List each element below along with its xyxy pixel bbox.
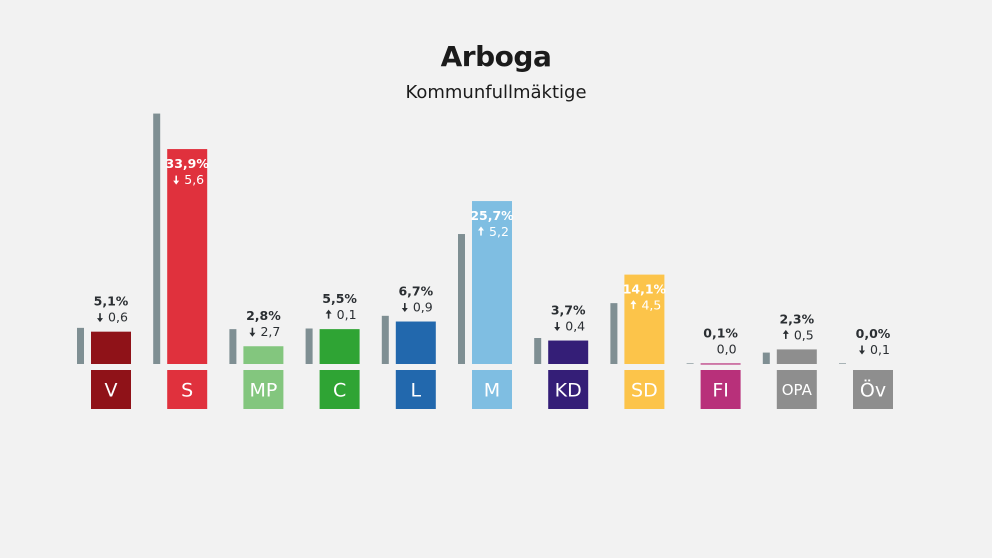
party-code-label: OPA — [782, 381, 813, 399]
party-code-box — [776, 370, 817, 409]
percent-label: 5,1% — [94, 294, 129, 309]
party-code-label: S — [181, 379, 193, 401]
arrow-up-icon — [630, 300, 637, 310]
percent-label: 3,7% — [551, 303, 586, 318]
current-result-bar — [167, 149, 208, 364]
arrow-up-icon — [325, 309, 332, 319]
change-label: 2,7 — [260, 324, 280, 339]
party-code-box — [91, 370, 131, 409]
previous-result-bar — [458, 234, 465, 364]
arrow-down-icon — [249, 327, 256, 337]
current-result-bar — [624, 274, 665, 364]
percent-label: 0,0% — [856, 326, 891, 341]
previous-result-bar — [381, 315, 389, 364]
chart-subtitle: Kommunfullmäktige — [405, 82, 587, 103]
arrow-up-icon — [478, 226, 484, 236]
change-label: 0,9 — [413, 300, 433, 315]
current-result-bar — [395, 321, 436, 364]
party-code-box — [700, 370, 741, 409]
party-code-label: L — [411, 379, 422, 401]
previous-result-bar — [839, 363, 846, 364]
percent-label: 14,1% — [623, 282, 667, 297]
previous-result-bar — [534, 338, 542, 364]
change-label: 4,5 — [641, 298, 661, 313]
current-result-bar — [243, 346, 284, 364]
change-label: 0,1 — [870, 342, 890, 357]
percent-label: 0,1% — [703, 325, 738, 340]
previous-result-bar — [762, 352, 770, 364]
change-label: 0,5 — [794, 327, 814, 342]
percent-label: 33,9% — [166, 156, 210, 171]
change-label: 0,6 — [108, 310, 128, 325]
arrow-up-icon — [782, 329, 789, 339]
party-code-label: SD — [631, 379, 658, 401]
current-result-bar — [700, 363, 741, 365]
change-label: 5,2 — [489, 224, 509, 239]
current-result-bar — [548, 340, 589, 364]
percent-label: 5,5% — [322, 291, 357, 306]
previous-result-bar — [229, 329, 237, 364]
party-code-label: FI — [712, 379, 729, 401]
current-result-bar — [319, 329, 360, 364]
arrow-down-icon — [173, 175, 180, 185]
percent-label: 6,7% — [398, 284, 433, 299]
arrow-down-icon — [401, 303, 408, 313]
arrow-down-icon — [554, 322, 561, 332]
party-code-box — [319, 370, 360, 409]
arrow-down-icon — [859, 345, 865, 355]
previous-result-bar — [77, 327, 84, 364]
party-code-box — [395, 370, 436, 409]
chart-title: Arboga — [440, 40, 552, 73]
previous-result-bar — [686, 363, 694, 364]
percent-label: 2,8% — [246, 308, 281, 323]
party-code-label: MP — [249, 379, 277, 401]
change-label: 0,1 — [337, 307, 357, 322]
current-result-bar — [91, 331, 131, 364]
previous-result-bar — [305, 328, 313, 364]
party-code-label: Öv — [860, 378, 886, 401]
current-result-bar — [472, 201, 512, 364]
change-label: 5,6 — [184, 172, 204, 187]
percent-label: 2,3% — [779, 311, 814, 326]
arrow-down-icon — [97, 313, 103, 323]
party-code-label: C — [333, 379, 346, 401]
party-code-label: KD — [555, 379, 582, 401]
party-code-box — [472, 370, 512, 409]
previous-result-bar — [610, 303, 618, 364]
party-code-label: M — [484, 379, 500, 401]
party-code-box — [624, 370, 665, 409]
party-code-label: V — [105, 379, 118, 401]
change-label: 0,0 — [717, 341, 737, 356]
change-label: 0,4 — [565, 319, 585, 334]
party-code-box — [853, 370, 893, 409]
current-result-bar — [776, 349, 817, 364]
party-code-box — [167, 370, 208, 409]
previous-result-bar — [153, 113, 161, 364]
percent-label: 25,7% — [470, 208, 514, 223]
party-code-box — [548, 370, 589, 409]
party-code-box — [243, 370, 284, 409]
